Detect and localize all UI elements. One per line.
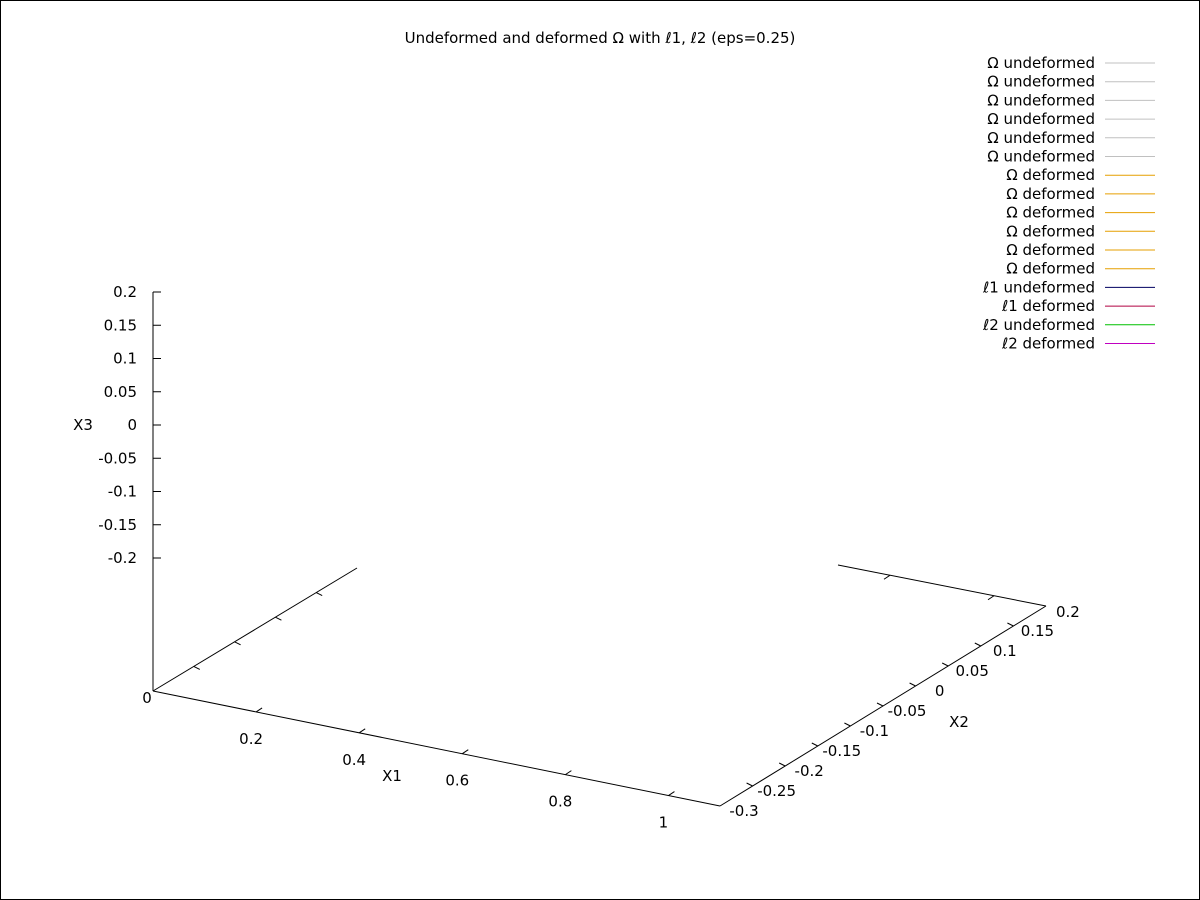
back-left-edge [152, 567, 358, 692]
legend-entry-label: Ω deformed [1006, 241, 1095, 259]
y-tick-mark [909, 682, 916, 687]
x-tick-label: 0.4 [342, 751, 366, 769]
y-tick-mark [1007, 622, 1014, 627]
legend-entry-label: Ω deformed [1006, 222, 1095, 240]
y-tick-label: 0 [935, 682, 945, 700]
z-tick-label: 0.05 [104, 383, 137, 401]
back-right-edge [837, 564, 1047, 607]
legend-entry-label: ℓ2 deformed [1001, 335, 1095, 353]
legend-entry-label: Ω undeformed [987, 129, 1095, 147]
x-axis-line [152, 690, 721, 807]
x-axis-label: X1 [382, 767, 402, 785]
chart-title: Undeformed and deformed Ω with ℓ1, ℓ2 (e… [405, 29, 796, 47]
y-tick-mark [778, 762, 786, 767]
legend-entry-label: Ω undeformed [987, 73, 1095, 91]
z-tick-label: -0.2 [108, 549, 137, 567]
x-tick-mark [358, 728, 366, 734]
legend-entry-label: ℓ1 undeformed [982, 278, 1095, 296]
y-tick-label: 0.05 [955, 662, 988, 680]
x-tick-label: 0.6 [445, 772, 469, 790]
z-tick-label: -0.15 [98, 516, 137, 534]
x-tick-mark [461, 749, 469, 755]
tick-marks [153, 291, 1014, 796]
x-tick-label: 0 [142, 689, 152, 707]
y-tick-label: -0.3 [729, 802, 758, 820]
y-back-tick-mark [315, 592, 323, 597]
legend-entry-label: ℓ2 undeformed [982, 316, 1095, 334]
y-tick-mark [844, 722, 851, 727]
y-tick-label: -0.1 [860, 722, 889, 740]
legend-entry-label: Ω deformed [1006, 204, 1095, 222]
x-tick-label: 0.2 [239, 730, 263, 748]
z-axis-label: X3 [73, 416, 93, 434]
y-tick-mark [811, 742, 819, 747]
y-tick-label: -0.05 [888, 702, 927, 720]
legend-entry-label: Ω undeformed [987, 148, 1095, 166]
y-tick-mark [746, 782, 753, 787]
x-back-tick-mark [987, 595, 995, 601]
y-tick-label: 0.15 [1021, 622, 1054, 640]
x-tick-mark [255, 707, 263, 713]
y-tick-label: 0.2 [1056, 603, 1080, 621]
legend-entry-label: Ω undeformed [987, 91, 1095, 109]
tick-labels: 0 0.2 0.4 0.6 0.8 1 -0.3 -0.25 -0.2 -0.15 -0.1 -0.0… [98, 283, 1080, 832]
legend-entry-label: Ω undeformed [987, 54, 1095, 72]
z-tick-label: 0.2 [113, 283, 137, 301]
y-tick-label: -0.2 [795, 762, 824, 780]
y-back-tick-mark [193, 665, 201, 670]
y-tick-label: 0.1 [993, 642, 1017, 660]
y-back-tick-mark [234, 641, 241, 646]
z-tick-label: -0.1 [108, 483, 137, 501]
y-tick-mark [974, 642, 982, 647]
x-tick-label: 1 [659, 814, 669, 832]
legend-entry-label: Ω deformed [1006, 166, 1095, 184]
z-tick-label: -0.05 [98, 449, 137, 467]
x-tick-mark [668, 791, 675, 796]
x-tick-label: 0.8 [548, 793, 572, 811]
legend-entry-label: ℓ1 deformed [1001, 297, 1095, 315]
y-tick-label: -0.15 [822, 742, 861, 760]
x-tick-mark [565, 770, 572, 776]
z-tick-label: 0.1 [113, 350, 137, 368]
legend-entry-label: Ω deformed [1006, 185, 1095, 203]
y-tick-mark [876, 702, 884, 707]
legend-entry-label: Ω deformed [1006, 260, 1095, 278]
z-tick-label: 0 [127, 416, 137, 434]
y-tick-mark [941, 662, 949, 667]
y-axis-label: X2 [949, 713, 969, 731]
z-tick-label: 0.15 [104, 316, 137, 334]
x-back-tick-mark [883, 574, 891, 580]
y-back-tick-mark [275, 616, 282, 621]
y-tick-label: -0.25 [757, 782, 796, 800]
legend-entry-label: Ω undeformed [987, 110, 1095, 128]
